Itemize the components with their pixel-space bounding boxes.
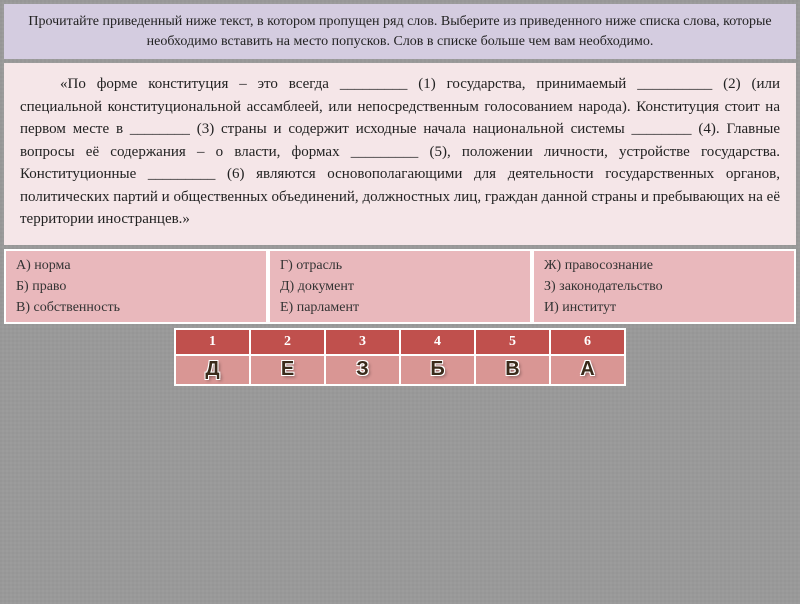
answer-letter: Д	[175, 355, 250, 385]
word-option: Д) документ	[280, 276, 520, 297]
word-option: Ж) правосознание	[544, 255, 784, 276]
answer-num: 1	[175, 329, 250, 355]
word-option: Е) парламент	[280, 297, 520, 318]
answer-table: 1 2 3 4 5 6 Д Е З Б В А	[174, 328, 626, 386]
answer-letter: А	[550, 355, 625, 385]
answer-area: 1 2 3 4 5 6 Д Е З Б В А	[0, 328, 800, 391]
word-option: Г) отрасль	[280, 255, 520, 276]
answer-header-row: 1 2 3 4 5 6	[175, 329, 625, 355]
word-col-3: Ж) правосознание З) законодательство И) …	[532, 249, 796, 324]
answer-num: 3	[325, 329, 400, 355]
word-col-1: А) норма Б) право В) собственность	[4, 249, 268, 324]
answer-num: 4	[400, 329, 475, 355]
word-options-table: А) норма Б) право В) собственность Г) от…	[4, 249, 796, 324]
word-option: В) собственность	[16, 297, 256, 318]
answer-num: 5	[475, 329, 550, 355]
fill-text-paragraph: «По форме конституция – это всегда _____…	[20, 73, 780, 231]
word-col-2: Г) отрасль Д) документ Е) парламент	[268, 249, 532, 324]
answer-num: 2	[250, 329, 325, 355]
word-option: Б) право	[16, 276, 256, 297]
word-option: А) норма	[16, 255, 256, 276]
answer-letter: З	[325, 355, 400, 385]
instruction-header: Прочитайте приведенный ниже текст, в кот…	[4, 4, 796, 59]
answer-letter-row: Д Е З Б В А	[175, 355, 625, 385]
answer-letter: Б	[400, 355, 475, 385]
word-option: И) институт	[544, 297, 784, 318]
answer-letter: В	[475, 355, 550, 385]
word-option: З) законодательство	[544, 276, 784, 297]
answer-num: 6	[550, 329, 625, 355]
answer-letter: Е	[250, 355, 325, 385]
fill-text-block: «По форме конституция – это всегда _____…	[4, 63, 796, 245]
